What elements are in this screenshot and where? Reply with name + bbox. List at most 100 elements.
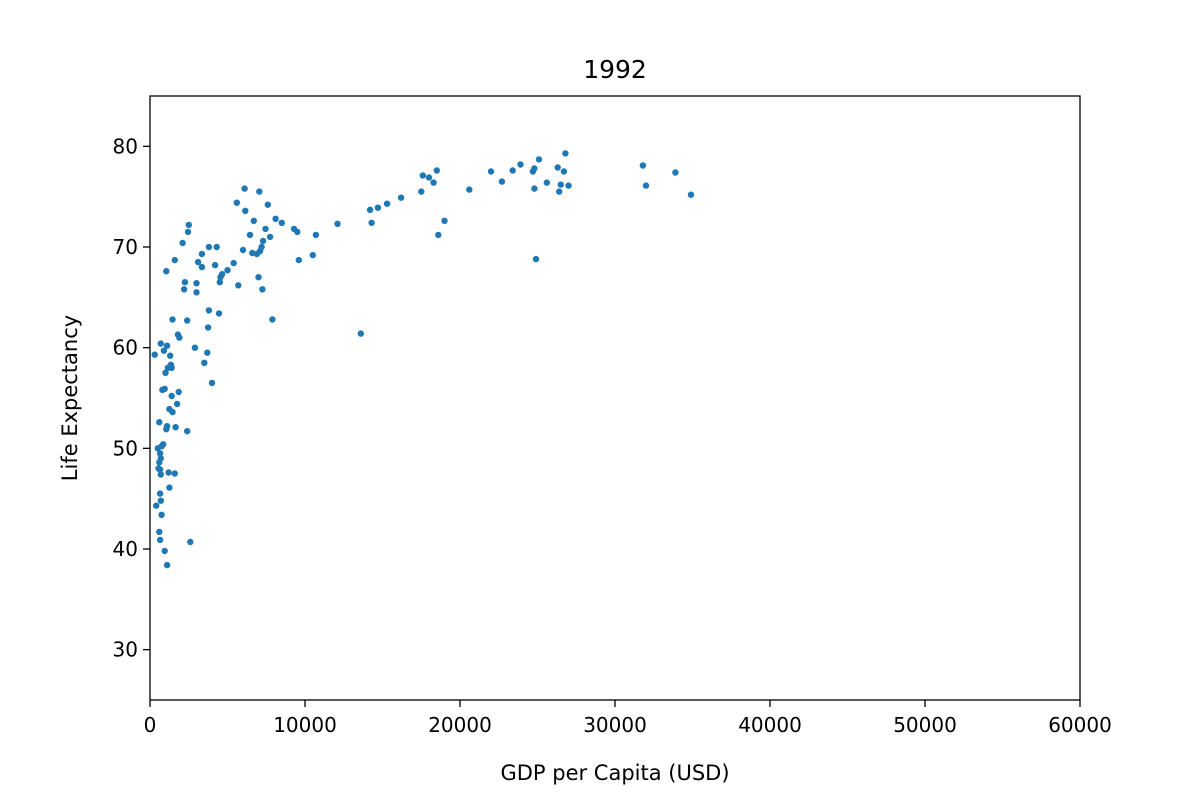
- data-point: [163, 268, 170, 275]
- data-point: [259, 237, 267, 245]
- data-point: [255, 274, 262, 281]
- data-point: [176, 334, 183, 341]
- data-point: [312, 231, 320, 239]
- data-point: [163, 342, 171, 349]
- data-point: [272, 215, 279, 222]
- data-point: [441, 217, 448, 224]
- data-point: [185, 221, 192, 229]
- data-point: [246, 231, 254, 239]
- data-point: [193, 280, 200, 287]
- data-point: [179, 239, 186, 247]
- data-point: [157, 497, 164, 504]
- data-point: [211, 261, 219, 269]
- data-point: [171, 470, 178, 477]
- x-tick-label: 10000: [273, 713, 337, 737]
- x-tick-label: 50000: [893, 713, 957, 737]
- data-point: [151, 351, 158, 358]
- data-point: [258, 243, 265, 251]
- data-point: [531, 185, 538, 192]
- data-point: [562, 150, 569, 157]
- data-point: [161, 547, 168, 555]
- data-point: [224, 267, 231, 274]
- data-point: [156, 528, 163, 536]
- data-point: [162, 369, 169, 376]
- data-point: [256, 188, 263, 195]
- data-point: [163, 423, 171, 430]
- data-point: [165, 469, 172, 476]
- data-point: [193, 289, 200, 296]
- data-point: [535, 156, 543, 163]
- x-tick-label: 40000: [738, 713, 802, 737]
- data-point: [201, 359, 208, 366]
- data-point: [309, 251, 316, 259]
- y-tick-label: 60: [113, 336, 138, 360]
- data-point: [259, 286, 266, 293]
- data-point: [158, 511, 165, 518]
- data-point: [172, 424, 179, 431]
- data-point: [266, 233, 274, 241]
- data-point: [642, 182, 650, 189]
- data-point: [198, 250, 206, 258]
- data-point: [498, 178, 506, 185]
- y-tick-label: 80: [113, 134, 138, 158]
- data-point: [205, 307, 213, 314]
- data-point: [181, 279, 189, 286]
- data-point: [191, 344, 199, 351]
- data-point: [160, 347, 168, 354]
- data-point: [171, 256, 178, 264]
- data-point: [204, 349, 211, 356]
- data-point: [639, 162, 647, 169]
- data-point: [531, 165, 538, 172]
- data-point: [554, 164, 561, 171]
- data-point: [180, 286, 188, 293]
- data-point: [167, 361, 175, 368]
- data-point: [184, 228, 192, 236]
- data-point: [374, 204, 382, 211]
- data-point: [560, 168, 568, 175]
- data-point: [157, 471, 164, 478]
- data-point: [156, 490, 164, 497]
- data-point: [213, 243, 220, 251]
- data-point: [156, 450, 164, 457]
- plot-area: [150, 96, 1080, 700]
- data-point: [169, 316, 176, 323]
- data-point: [425, 174, 433, 181]
- y-tick-label: 30: [113, 638, 138, 662]
- data-point: [175, 388, 182, 396]
- data-point: [419, 172, 426, 179]
- data-point: [250, 217, 257, 224]
- data-point: [430, 179, 437, 186]
- data-point: [153, 502, 160, 509]
- data-point: [156, 419, 163, 426]
- data-point: [532, 255, 540, 263]
- data-point: [295, 256, 302, 264]
- data-point: [517, 161, 524, 168]
- x-tick-label: 0: [144, 713, 157, 737]
- data-point: [241, 185, 248, 192]
- data-point: [509, 167, 516, 174]
- data-point: [205, 243, 213, 251]
- data-point: [397, 194, 405, 201]
- data-point: [366, 206, 374, 213]
- data-point: [262, 225, 269, 233]
- data-point: [418, 188, 425, 195]
- data-point: [184, 428, 191, 435]
- chart-title: 1992: [583, 55, 647, 84]
- data-point: [184, 317, 191, 324]
- data-point: [157, 340, 164, 347]
- data-point: [215, 310, 223, 317]
- data-point: [687, 191, 695, 198]
- data-point: [173, 400, 181, 408]
- data-point: [269, 316, 276, 323]
- data-point: [242, 207, 249, 214]
- data-point: [218, 271, 226, 278]
- data-point: [156, 466, 164, 473]
- data-point: [233, 199, 240, 206]
- data-point: [466, 186, 473, 193]
- data-point: [208, 379, 216, 387]
- y-axis-label: Life Expectancy: [58, 315, 82, 481]
- data-point: [230, 259, 237, 267]
- y-tick-label: 40: [113, 537, 138, 561]
- data-point: [160, 441, 167, 448]
